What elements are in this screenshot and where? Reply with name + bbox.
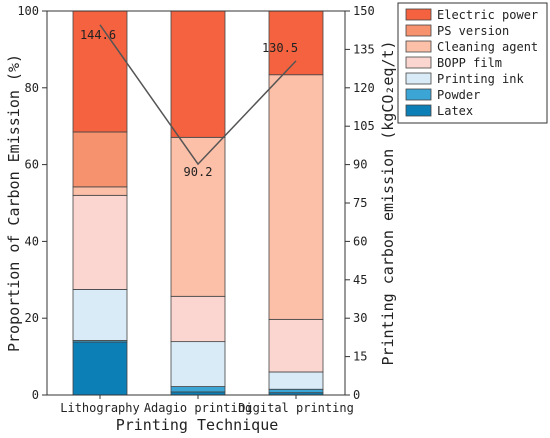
y-tick-label: 20 (25, 311, 39, 325)
legend-label: Cleaning agent (437, 40, 538, 54)
bar-segment (72, 131, 128, 188)
y-tick-label: 80 (25, 81, 39, 95)
y2-tick-label: 15 (353, 350, 367, 364)
emission-line (99, 24, 297, 166)
legend-label: Latex (437, 104, 473, 118)
axes-layer: 0 20 40 60 80 100 0 15 30 45 60 75 90 105 120 135 150 Lit… (17, 4, 374, 415)
bar-segment (170, 341, 226, 387)
y2-tick-label: 120 (353, 81, 375, 95)
bar-segment (268, 318, 324, 373)
bar-segment (72, 194, 128, 290)
legend-label: Electric power (437, 8, 538, 22)
y-tick-label: 0 (32, 388, 39, 402)
y-axis-title: Proportion of Carbon Emission (%) (5, 54, 23, 352)
legend-label: Printing ink (437, 72, 524, 86)
bar-segment (170, 136, 226, 297)
y2-tick-label: 75 (353, 196, 367, 210)
y-tick-label: 60 (25, 158, 39, 172)
x-tick-label: Lithography (60, 401, 139, 415)
line-value-label: 130.5 (262, 41, 298, 55)
bar-segment (72, 10, 128, 133)
bar-segment (72, 341, 128, 396)
y-tick-label: 40 (25, 234, 39, 248)
legend-swatch (405, 40, 432, 53)
x-tick-label: Adagio printing (144, 401, 252, 415)
x-axis-title: Printing Technique (116, 416, 279, 434)
y2-tick-label: 0 (353, 388, 360, 402)
legend-swatch (405, 24, 432, 37)
legend-swatch (405, 72, 432, 85)
y2-tick-label: 90 (353, 158, 367, 172)
bar-segment (268, 10, 324, 76)
legend-label: BOPP film (437, 56, 502, 70)
bar-segment (268, 371, 324, 390)
legend-swatch (405, 8, 432, 21)
legend: Electric power PS version Cleaning agent BO… (397, 2, 548, 124)
y2-tick-label: 30 (353, 311, 367, 325)
bar-segment (170, 386, 226, 393)
y2-tick-label: 45 (353, 273, 367, 287)
bar-segment (170, 10, 226, 138)
bar-layer (72, 10, 324, 396)
y2-tick-label: 150 (353, 4, 375, 18)
bar-segment (268, 388, 324, 394)
line-layer: 144.6 90.2 130.5 (80, 24, 298, 179)
y2-axis-title: Printing carbon emission (kgCO₂eq/t) (379, 40, 397, 365)
legend-swatch (405, 88, 432, 101)
bar-segment (72, 288, 128, 341)
bar-segment (72, 186, 128, 196)
legend-label: PS version (437, 24, 509, 38)
x-tick-label: Digital printing (238, 401, 354, 415)
y2-tick-label: 105 (353, 119, 375, 133)
legend-swatch (405, 104, 432, 117)
y2-tick-label: 135 (353, 42, 375, 56)
y2-tick-label: 60 (353, 234, 367, 248)
bar-segment (268, 74, 324, 320)
y-tick-label: 100 (17, 4, 39, 18)
legend-swatch (405, 56, 432, 69)
line-value-label: 90.2 (184, 165, 213, 179)
bar-segment (170, 295, 226, 343)
legend-label: Powder (437, 88, 480, 102)
line-value-label: 144.6 (80, 28, 116, 42)
